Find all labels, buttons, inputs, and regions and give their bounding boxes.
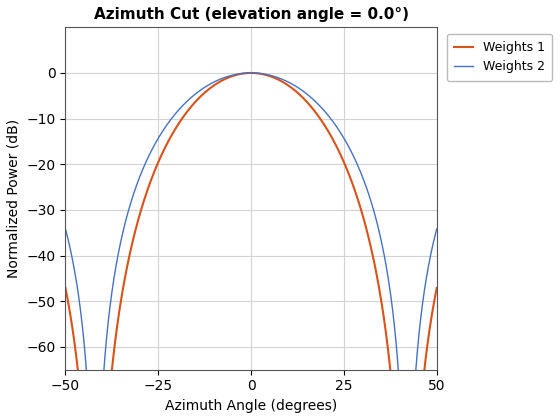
Weights 2 xyxy=(62,286,69,291)
Line: Weights 1: Weights 1 xyxy=(66,73,437,379)
Weights 1 xyxy=(273,74,279,79)
Weights 1 xyxy=(83,376,90,381)
Weights 2 xyxy=(273,76,279,81)
Weights 2 xyxy=(358,208,365,213)
Y-axis label: Normalized Power (dB): Normalized Power (dB) xyxy=(7,119,21,278)
Weights 1 xyxy=(77,305,83,310)
Weights 2 xyxy=(94,376,101,381)
Line: Weights 2: Weights 2 xyxy=(66,73,437,379)
Weights 1 xyxy=(94,376,101,381)
Weights 1 xyxy=(253,71,259,76)
Weights 2 xyxy=(84,376,91,381)
Title: Azimuth Cut (elevation angle = 0.0°): Azimuth Cut (elevation angle = 0.0°) xyxy=(94,7,409,22)
Weights 1 xyxy=(433,226,440,231)
Weights 1 xyxy=(358,171,365,176)
Weights 1 xyxy=(248,71,254,76)
Weights 1 xyxy=(84,376,91,381)
Weights 2 xyxy=(253,71,259,76)
Weights 2 xyxy=(76,376,82,381)
Weights 2 xyxy=(77,376,83,381)
X-axis label: Azimuth Angle (degrees): Azimuth Angle (degrees) xyxy=(165,399,337,413)
Legend: Weights 1, Weights 2: Weights 1, Weights 2 xyxy=(447,34,552,81)
Weights 2 xyxy=(433,286,440,291)
Weights 2 xyxy=(248,71,254,76)
Weights 1 xyxy=(62,226,69,231)
